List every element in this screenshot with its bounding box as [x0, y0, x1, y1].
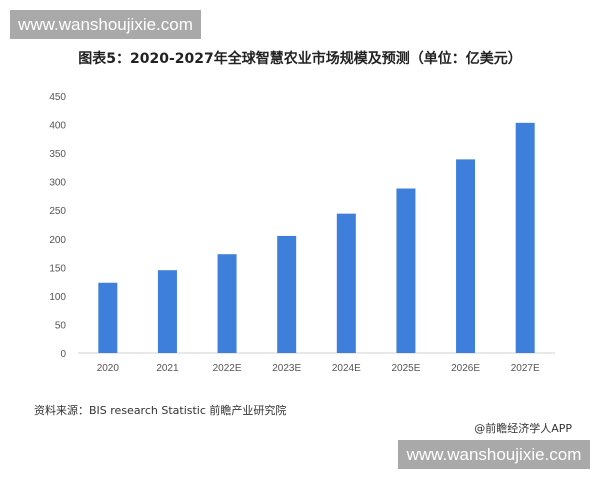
- source-note: 资料来源：BIS research Statistic 前瞻产业研究院: [34, 404, 287, 417]
- bar-2025E: [396, 188, 416, 353]
- y-tick-label: 150: [49, 263, 66, 274]
- bar-2027E: [515, 122, 535, 353]
- bar-2021: [157, 270, 177, 353]
- bar-2020: [98, 282, 118, 353]
- x-tick-label: 2024E: [332, 363, 361, 374]
- y-tick-label: 0: [60, 349, 66, 360]
- y-tick-label: 200: [49, 235, 66, 246]
- x-tick-label: 2023E: [272, 363, 301, 374]
- y-tick-label: 450: [49, 92, 66, 103]
- chart-title: 图表5：2020-2027年全球智慧农业市场规模及预测（单位：亿美元）: [78, 51, 522, 67]
- credit-note: @前瞻经济学人APP: [474, 422, 572, 435]
- watermark-banner-top: www.wanshoujixie.com: [10, 10, 201, 39]
- y-tick-label: 250: [49, 206, 66, 217]
- y-tick-label: 300: [49, 178, 66, 189]
- y-tick-label: 50: [55, 320, 67, 331]
- y-tick-label: 350: [49, 149, 66, 160]
- x-tick-label: 2022E: [213, 363, 242, 374]
- y-tick-label: 400: [49, 121, 66, 132]
- bar-2022E: [217, 254, 237, 353]
- bar-2023E: [277, 235, 297, 353]
- watermark-banner-bottom: www.wanshoujixie.com: [398, 440, 590, 469]
- bar-2026E: [456, 159, 476, 353]
- x-tick-label: 2025E: [391, 363, 420, 374]
- bar-2024E: [336, 213, 356, 353]
- x-tick-label: 2021: [156, 363, 179, 374]
- y-tick-label: 100: [49, 292, 66, 303]
- x-tick-label: 2026E: [451, 363, 480, 374]
- x-tick-label: 2020: [97, 363, 120, 374]
- x-tick-label: 2027E: [511, 363, 540, 374]
